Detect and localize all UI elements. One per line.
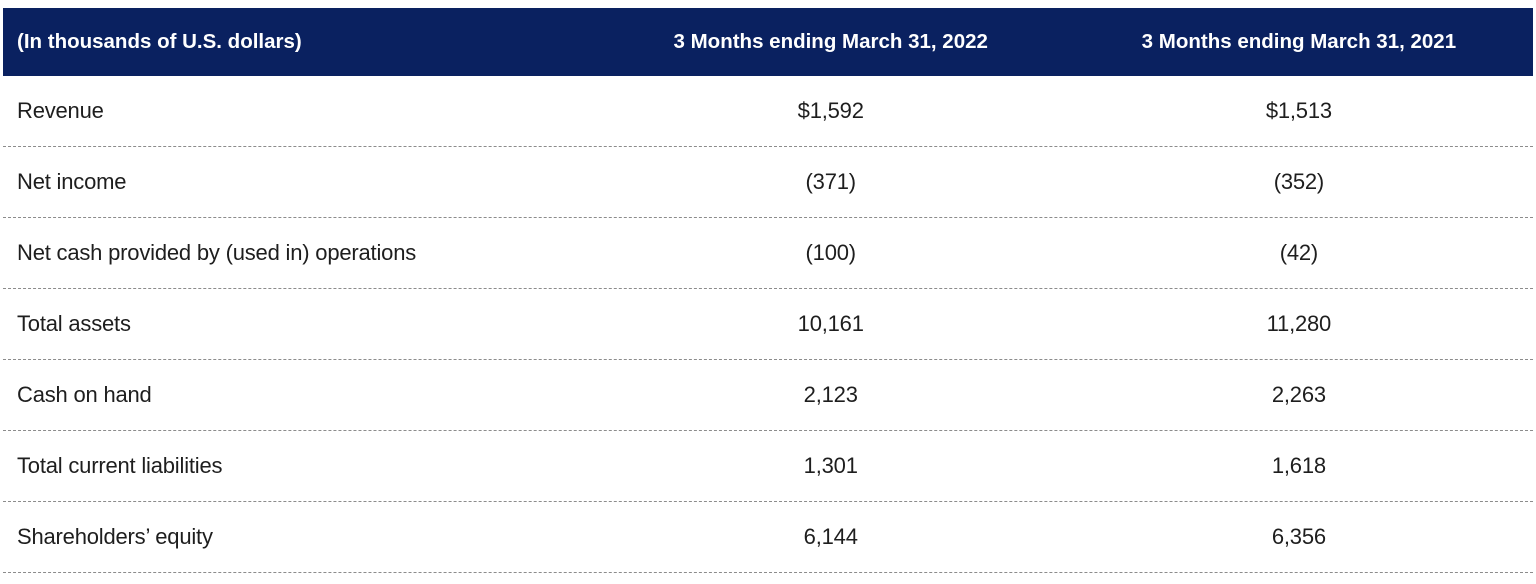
value-2022: (371): [805, 169, 857, 194]
value-2022: 1,301: [803, 453, 858, 478]
value-2022: 10,161: [797, 311, 864, 336]
table-row: Revenue $1,592 $1,513: [3, 76, 1533, 147]
value-2022: $1,592: [797, 98, 864, 123]
table-row: Total assets 10,161 11,280: [3, 289, 1533, 360]
value-2021: $1,513: [1265, 98, 1332, 123]
value-2022: 6,144: [803, 524, 858, 549]
table-row: Net income (371) (352): [3, 147, 1533, 218]
row-label: Net cash provided by (used in) operation…: [17, 240, 417, 265]
table-row: Total current liabilities 1,301 1,618: [3, 431, 1533, 502]
value-2021: (352): [1273, 169, 1325, 194]
value-2022: 2,123: [803, 382, 858, 407]
row-label: Shareholders’ equity: [17, 524, 213, 549]
table-row: Shareholders’ equity 6,144 6,356: [3, 502, 1533, 573]
table-row: Net cash provided by (used in) operation…: [3, 218, 1533, 289]
value-2021: 2,263: [1271, 382, 1326, 407]
row-label: Net income: [17, 169, 127, 194]
value-2021: 11,280: [1266, 311, 1332, 336]
header-col-2022: 3 Months ending March 31, 2022: [673, 30, 988, 53]
header-unit-label: (In thousands of U.S. dollars): [17, 30, 302, 53]
value-2022: (100): [805, 240, 857, 265]
value-2021: (42): [1279, 240, 1319, 265]
table-row: Cash on hand 2,123 2,263: [3, 360, 1533, 431]
financial-summary-table: (In thousands of U.S. dollars) 3 Months …: [3, 8, 1533, 573]
header-col-2021: 3 Months ending March 31, 2021: [1141, 30, 1457, 53]
row-label: Total assets: [17, 311, 131, 336]
table-header-row: (In thousands of U.S. dollars) 3 Months …: [3, 8, 1533, 76]
row-label: Total current liabilities: [17, 453, 223, 478]
value-2021: 1,618: [1271, 453, 1326, 478]
row-label: Revenue: [17, 98, 104, 123]
row-label: Cash on hand: [17, 382, 152, 407]
value-2021: 6,356: [1271, 524, 1326, 549]
